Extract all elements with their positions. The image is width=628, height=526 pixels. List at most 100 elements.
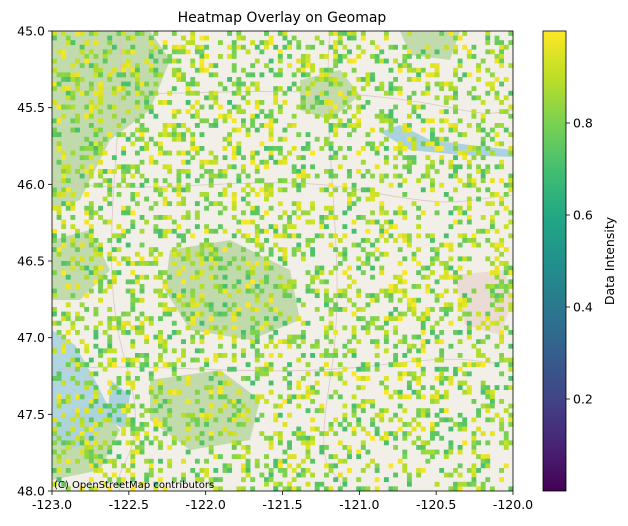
heat-cell: [171, 187, 177, 193]
heat-cell: [273, 412, 279, 418]
heat-cell: [194, 123, 200, 128]
heat-cell: [430, 422, 435, 427]
heat-cell: [61, 449, 67, 455]
heat-cell: [480, 481, 486, 487]
heat-cell: [296, 247, 302, 253]
heat-cell: [397, 205, 403, 211]
heat-cell: [236, 150, 242, 156]
heat-cell: [259, 371, 265, 377]
heat-cell: [333, 265, 339, 271]
heat-cell: [457, 164, 463, 170]
heat-cell: [365, 141, 371, 147]
heat-cell: [402, 54, 408, 59]
heat-cell: [231, 215, 237, 220]
heat-cell: [153, 215, 159, 220]
heat-cell: [453, 481, 458, 487]
heat-cell: [75, 81, 80, 87]
heat-cell: [282, 136, 288, 142]
heat-cell: [250, 270, 256, 276]
heat-cell: [356, 118, 362, 124]
heat-cell: [439, 81, 445, 87]
heat-cell: [98, 118, 103, 124]
heat-cell: [227, 417, 233, 423]
heat-cell: [88, 256, 94, 262]
heat-cell: [489, 178, 495, 184]
heat-cell: [93, 238, 99, 243]
heat-cell: [125, 376, 131, 381]
heat-cell: [121, 81, 127, 87]
heat-cell: [144, 146, 150, 151]
heat-cell: [328, 205, 334, 211]
heat-cell: [167, 58, 173, 64]
heat-cell: [250, 316, 256, 322]
heat-cell: [139, 297, 145, 303]
heat-cell: [310, 81, 316, 87]
heat-cell: [93, 54, 99, 59]
heat-cell: [434, 141, 440, 147]
heat-cell: [75, 113, 80, 119]
heat-cell: [236, 44, 242, 50]
heat-cell: [420, 311, 426, 317]
heat-cell: [439, 242, 445, 248]
heat-cell: [241, 35, 246, 41]
heat-cell: [176, 330, 182, 335]
heat-cell: [379, 380, 385, 386]
heat-cell: [268, 389, 274, 395]
heat-cell: [351, 228, 357, 234]
heat-cell: [107, 362, 113, 368]
heat-cell: [245, 463, 251, 469]
heat-cell: [347, 339, 352, 345]
heat-cell: [264, 113, 269, 119]
heat-cell: [323, 362, 329, 368]
heat-cell: [176, 270, 182, 276]
heat-cell: [420, 440, 426, 446]
heat-cell: [296, 486, 302, 491]
heat-cell: [374, 192, 380, 197]
heat-cell: [430, 72, 435, 78]
heat-cell: [411, 343, 417, 349]
heat-cell: [310, 343, 316, 349]
heat-cell: [185, 412, 191, 418]
heat-cell: [61, 49, 67, 55]
heat-cell: [204, 54, 209, 59]
heat-cell: [208, 316, 214, 322]
heat-cell: [241, 169, 246, 174]
heat-cell: [296, 431, 302, 437]
heat-cell: [406, 302, 412, 308]
heat-cell: [291, 284, 297, 289]
heat-cell: [217, 40, 223, 46]
heat-cell: [291, 431, 297, 437]
heat-cell: [466, 201, 472, 207]
heat-cell: [130, 44, 136, 50]
heat-cell: [158, 146, 163, 151]
heat-cell: [499, 422, 505, 427]
heat-cell: [406, 159, 412, 165]
heat-cell: [167, 311, 173, 317]
heat-cell: [351, 279, 357, 285]
heat-cell: [176, 389, 182, 395]
heat-cell: [425, 288, 431, 294]
heat-cell: [503, 284, 509, 289]
heat-cell: [277, 435, 283, 441]
heat-cell: [457, 58, 463, 64]
heat-cell: [130, 380, 136, 386]
heat-cell: [499, 196, 505, 202]
heat-cell: [305, 481, 311, 487]
heat-cell: [277, 458, 283, 464]
heat-cell: [227, 132, 233, 138]
heat-cell: [102, 178, 108, 184]
heat-cell: [185, 49, 191, 55]
heat-cell: [93, 251, 99, 257]
heat-cell: [305, 63, 311, 69]
heat-cell: [79, 362, 85, 368]
heat-cell: [310, 279, 316, 285]
heat-cell: [245, 127, 251, 133]
heat-cell: [190, 40, 196, 46]
heat-cell: [430, 307, 435, 312]
heat-cell: [485, 146, 491, 151]
heat-cell: [489, 486, 495, 491]
heat-cell: [167, 412, 173, 418]
heat-cell: [383, 136, 389, 142]
heat-cell: [56, 422, 62, 427]
heat-cell: [167, 445, 173, 450]
